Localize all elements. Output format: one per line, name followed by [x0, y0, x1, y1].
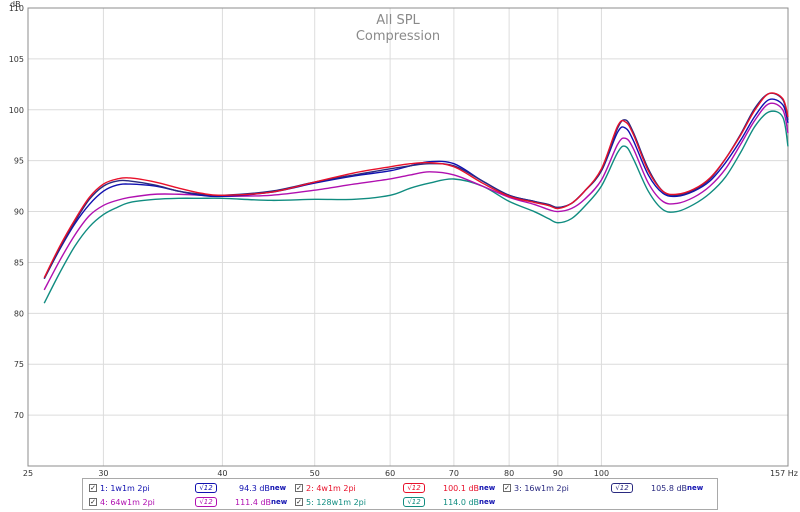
- legend-name-4: 4: 64w1m 2pi: [100, 497, 155, 507]
- legend-value-1: 94.3 dB new: [239, 481, 286, 495]
- legend-name-1: 1: 1w1m 2pi: [100, 483, 150, 493]
- legend-value-text-1: 94.3 dB: [239, 483, 270, 493]
- y-tick-label: 70: [14, 411, 24, 420]
- x-tick-label: 80: [504, 469, 514, 478]
- legend-name-3: 3: 16w1m 2pi: [514, 483, 569, 493]
- series-line-1: [43, 98, 789, 280]
- legend-name-5: 5: 128w1m 2pi: [306, 497, 366, 507]
- legend-new-3: new: [687, 484, 704, 492]
- smoothing-icon[interactable]: √12: [403, 497, 425, 507]
- x-tick-label: 40: [217, 469, 227, 478]
- y-tick-label: 75: [14, 360, 24, 369]
- series-lines: [43, 92, 789, 304]
- y-tick-label: 110: [9, 4, 24, 13]
- legend-item-1[interactable]: ✓ 1: 1w1m 2pi: [89, 481, 150, 495]
- smoothing-icon[interactable]: √12: [195, 497, 217, 507]
- plot-frame: [27, 7, 789, 467]
- y-tick-label: 85: [14, 258, 24, 267]
- x-tick-label: 157 Hz: [770, 469, 798, 478]
- y-tick-label: 80: [14, 309, 24, 318]
- legend-value-text-3: 105.8 dB: [651, 483, 688, 493]
- legend-checkbox-2[interactable]: ✓: [295, 483, 303, 492]
- x-tick-label: 25: [23, 469, 33, 478]
- legend-value-text-4: 111.4 dB: [235, 497, 272, 507]
- legend-checkbox-4[interactable]: ✓: [89, 497, 97, 506]
- legend-new-4: new: [271, 498, 288, 506]
- legend-value-3: 105.8 dB new: [651, 481, 703, 495]
- y-axis-unit-label: dB: [10, 0, 21, 9]
- smoothing-icon[interactable]: √12: [403, 483, 425, 493]
- series-line-2: [43, 92, 789, 279]
- legend: ✓ 1: 1w1m 2pi √12 94.3 dB new ✓ 2: 4w1m 2…: [82, 478, 718, 510]
- legend-smoothing-3[interactable]: √12: [611, 481, 633, 495]
- legend-smoothing-2[interactable]: √12: [403, 481, 425, 495]
- y-tick-label: 100: [9, 106, 24, 115]
- legend-value-text-2: 100.1 dB: [443, 483, 480, 493]
- legend-new-2: new: [479, 484, 496, 492]
- legend-item-3[interactable]: ✓ 3: 16w1m 2pi: [503, 481, 569, 495]
- x-tick-label: 60: [385, 469, 395, 478]
- x-tick-label: 30: [98, 469, 108, 478]
- legend-value-text-5: 114.0 dB: [443, 497, 480, 507]
- axis-ticks: 70 75 80 85 90 95 100 105 110 25 30 40 50 60 70 80 90 100…: [9, 4, 798, 478]
- legend-value-2: 100.1 dB new: [443, 481, 495, 495]
- spl-chart: 70 75 80 85 90 95 100 105 110 25 30 40 50 60 70 80 90 100…: [9, 0, 798, 478]
- legend-smoothing-1[interactable]: √12: [195, 481, 217, 495]
- legend-name-2: 2: 4w1m 2pi: [306, 483, 356, 493]
- grid: [28, 7, 788, 466]
- legend-checkbox-3[interactable]: ✓: [503, 483, 511, 492]
- legend-smoothing-4[interactable]: √12: [195, 495, 217, 509]
- y-tick-label: 90: [14, 208, 24, 217]
- chart-subtitle: Compression: [356, 29, 440, 44]
- legend-checkbox-1[interactable]: ✓: [89, 483, 97, 492]
- series-line-3: [43, 92, 789, 280]
- smoothing-icon[interactable]: √12: [611, 483, 633, 493]
- legend-value-4: 111.4 dB new: [235, 495, 287, 509]
- legend-new-5: new: [479, 498, 496, 506]
- x-tick-label: 70: [449, 469, 459, 478]
- x-tick-label: 90: [553, 469, 563, 478]
- series-line-4: [43, 102, 789, 291]
- x-tick-label: 50: [310, 469, 320, 478]
- y-tick-label: 105: [9, 55, 24, 64]
- legend-smoothing-5[interactable]: √12: [403, 495, 425, 509]
- smoothing-icon[interactable]: √12: [195, 483, 217, 493]
- chart-title: All SPL: [376, 13, 420, 28]
- legend-item-2[interactable]: ✓ 2: 4w1m 2pi: [295, 481, 356, 495]
- legend-new-1: new: [269, 484, 287, 492]
- legend-item-5[interactable]: ✓ 5: 128w1m 2pi: [295, 495, 366, 509]
- series-line-5: [43, 110, 789, 304]
- legend-value-5: 114.0 dB new: [443, 495, 495, 509]
- y-tick-label: 95: [14, 157, 24, 166]
- legend-item-4[interactable]: ✓ 4: 64w1m 2pi: [89, 495, 155, 509]
- x-tick-label: 100: [594, 469, 609, 478]
- legend-checkbox-5[interactable]: ✓: [295, 497, 303, 506]
